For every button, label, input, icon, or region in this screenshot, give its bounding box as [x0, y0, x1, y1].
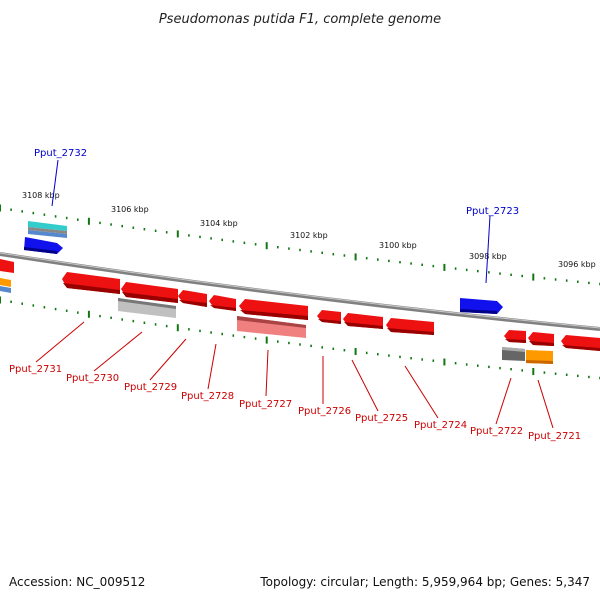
gene-pput-2729[interactable]: [178, 290, 207, 307]
reverse-genes: [62, 272, 600, 364]
map-title: Pseudomonas putida F1, complete genome: [159, 12, 441, 27]
gene-pput-2731[interactable]: [62, 272, 120, 294]
kbp-label: 3100 kbp: [379, 241, 417, 250]
gene-pput-2728[interactable]: [209, 295, 236, 311]
gene-label[interactable]: Pput_2725: [355, 413, 408, 424]
kbp-label: 3102 kbp: [290, 231, 328, 240]
gene-partial-left[interactable]: [0, 259, 14, 293]
gene-pput-2722[interactable]: [502, 330, 526, 361]
gene-label[interactable]: Pput_2722: [470, 426, 523, 437]
kbp-label: 3108 kbp: [22, 191, 60, 200]
gene-partial-right[interactable]: [561, 335, 600, 351]
genome-summary-text: Topology: circular; Length: 5,959,964 bp…: [259, 575, 590, 589]
gene-label[interactable]: Pput_2726: [298, 406, 351, 417]
kbp-label: 3096 kbp: [558, 260, 596, 269]
gene-pput-2723[interactable]: [460, 298, 503, 314]
gene-label[interactable]: Pput_2721: [528, 431, 581, 442]
genome-backbone-highlight: [0, 252, 600, 329]
gene-pput-2725[interactable]: [343, 313, 383, 329]
forward-gene-labels: Pput_2732 Pput_2723: [34, 148, 519, 284]
gene-label[interactable]: Pput_2728: [181, 391, 234, 402]
gene-pput-2726[interactable]: [317, 310, 341, 324]
kbp-label: 3106 kbp: [111, 205, 149, 214]
gene-pput-2730[interactable]: [121, 282, 178, 303]
gene-label[interactable]: Pput_2727: [239, 399, 292, 410]
gene-label[interactable]: Pput_2723: [466, 206, 519, 217]
gene-label[interactable]: Pput_2730: [66, 373, 119, 384]
gene-pput-2727[interactable]: [237, 299, 308, 338]
gene-label[interactable]: Pput_2731: [9, 364, 62, 375]
kbp-label: 3104 kbp: [200, 219, 238, 228]
gene-pput-2721[interactable]: [526, 332, 554, 364]
kbp-scale: 3108 kbp 3106 kbp 3104 kbp 3102 kbp 3100…: [22, 191, 596, 269]
outer-tick-track: [0, 204, 600, 286]
gene-pput-2730-gray[interactable]: [118, 298, 176, 318]
gene-pput-2724[interactable]: [386, 318, 434, 335]
inner-tick-track: [0, 296, 600, 380]
accession-text: Accession: NC_009512: [9, 575, 145, 589]
gene-label[interactable]: Pput_2732: [34, 148, 87, 159]
reverse-gene-labels: Pput_2731 Pput_2730 Pput_2729 Pput_2728 …: [9, 321, 581, 442]
gene-label[interactable]: Pput_2724: [414, 420, 467, 431]
gene-label[interactable]: Pput_2729: [124, 382, 177, 393]
forward-genes: [0, 221, 503, 314]
genome-backbone: [0, 252, 600, 331]
gene-pput-2732[interactable]: [24, 221, 67, 254]
